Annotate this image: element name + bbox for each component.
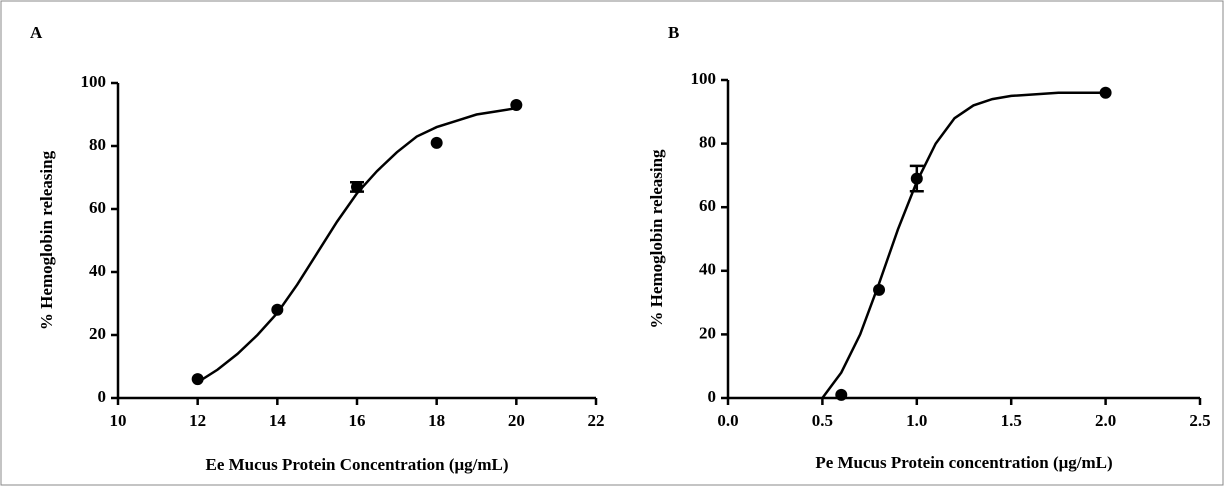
fit-curve [821, 91, 1106, 399]
x-tick-label: 20 [508, 411, 525, 430]
y-tick-label: 40 [89, 261, 106, 280]
x-tick-label: 1.0 [906, 411, 927, 430]
panel-label: B [668, 23, 679, 42]
x-tick-label: 16 [349, 411, 366, 430]
x-tick-label: 0.5 [812, 411, 833, 430]
data-point [873, 283, 886, 296]
y-tick-label: 100 [691, 69, 717, 88]
y-axis-title: % Hemoglobin releasing [37, 150, 56, 330]
x-tick-label: 2.0 [1095, 411, 1116, 430]
data-point [1099, 86, 1112, 99]
y-tick-label: 0 [708, 387, 717, 406]
x-tick-label: 10 [110, 411, 127, 430]
y-tick-label: 60 [699, 196, 716, 215]
x-tick-label: 0.0 [717, 411, 738, 430]
x-tick-label: 1.5 [1001, 411, 1022, 430]
panel-label: A [30, 23, 43, 42]
data-point [351, 180, 363, 193]
data-point [910, 172, 923, 185]
y-tick-label: 60 [89, 198, 106, 217]
y-tick-label: 80 [699, 133, 716, 152]
x-axis-title: Pe Mucus Protein concentration (μg/mL) [815, 453, 1112, 472]
fit-curve [197, 106, 517, 384]
y-tick-label: 20 [699, 323, 716, 342]
y-tick-label: 20 [89, 324, 106, 343]
x-axis-title: Ee Mucus Protein Concentration (μg/mL) [205, 455, 508, 474]
x-tick-label: 2.5 [1189, 411, 1210, 430]
data-point [835, 388, 848, 401]
data-point [510, 99, 523, 112]
x-tick-label: 14 [269, 411, 287, 430]
data-point [271, 303, 284, 316]
data-point [191, 373, 204, 386]
x-tick-label: 12 [189, 411, 206, 430]
y-tick-label: 100 [81, 72, 107, 91]
y-tick-label: 80 [89, 135, 106, 154]
data-point [430, 136, 443, 149]
y-axis-title: % Hemoglobin releasing [647, 149, 666, 329]
y-tick-label: 0 [98, 387, 107, 406]
x-tick-label: 18 [428, 411, 445, 430]
x-tick-label: 22 [588, 411, 605, 430]
y-tick-label: 40 [699, 260, 716, 279]
